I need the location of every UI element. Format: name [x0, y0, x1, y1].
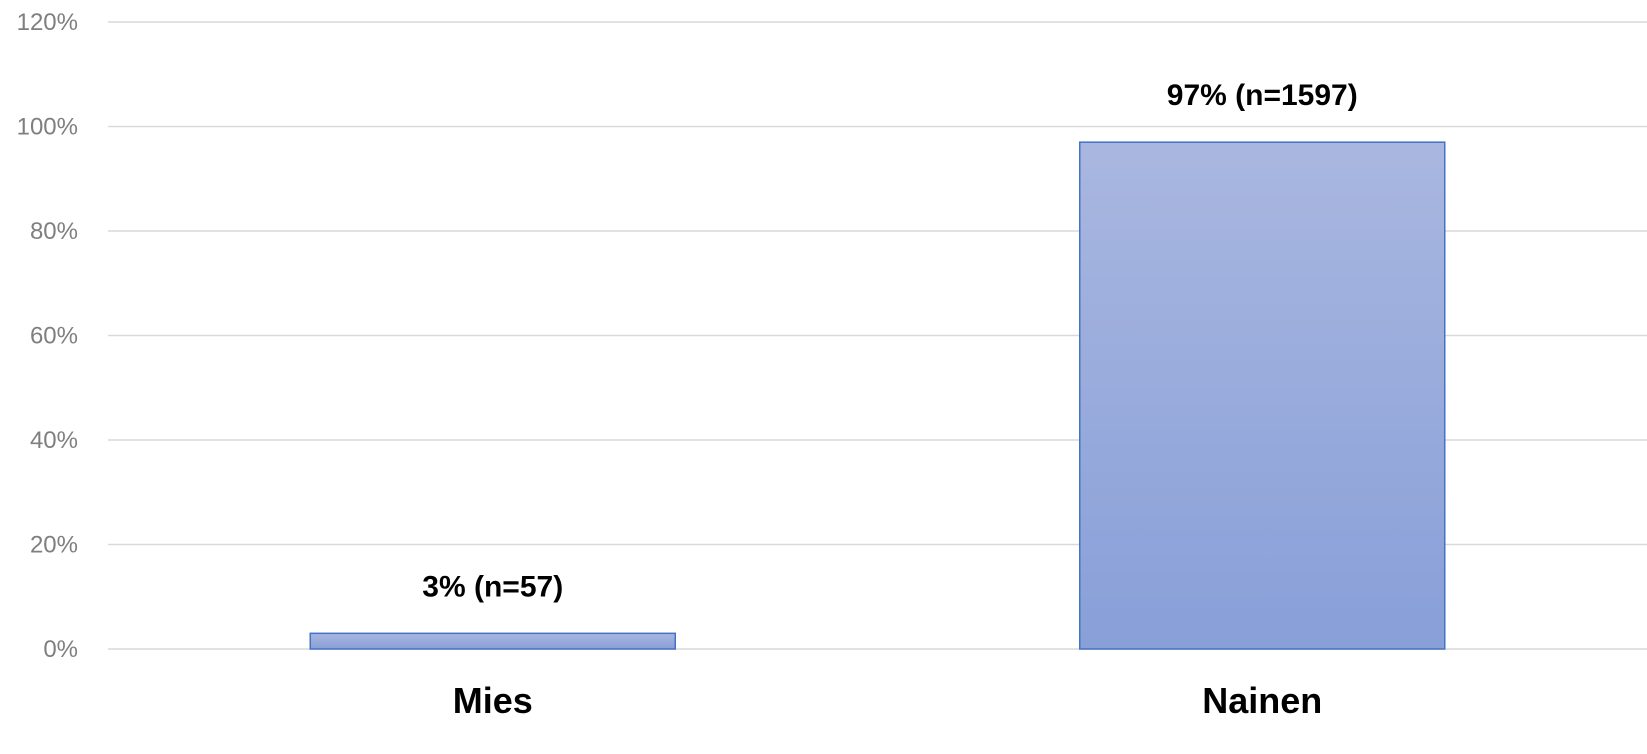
bars	[309, 141, 1446, 650]
x-category-label-nainen: Nainen	[1202, 680, 1322, 721]
data-labels: 3% (n=57) 97% (n=1597)	[422, 79, 1357, 603]
y-tick-label: 120%	[17, 9, 78, 36]
data-label-mies: 3% (n=57)	[422, 570, 563, 603]
y-tick-label: 20%	[30, 532, 78, 559]
gridlines	[108, 21, 1647, 650]
y-tick-label: 60%	[30, 323, 78, 350]
x-category-label-mies: Mies	[453, 680, 533, 721]
bar-nainen	[1079, 141, 1446, 650]
x-axis-category-labels: Mies Nainen	[453, 680, 1323, 721]
y-tick-label: 40%	[30, 427, 78, 454]
bar-mies	[309, 632, 676, 650]
y-axis-tick-labels: 0% 20% 40% 60% 80% 100% 120%	[17, 9, 78, 663]
y-tick-label: 80%	[30, 218, 78, 245]
y-tick-label: 0%	[43, 636, 78, 663]
data-label-nainen: 97% (n=1597)	[1167, 79, 1358, 112]
y-tick-label: 100%	[17, 114, 78, 141]
